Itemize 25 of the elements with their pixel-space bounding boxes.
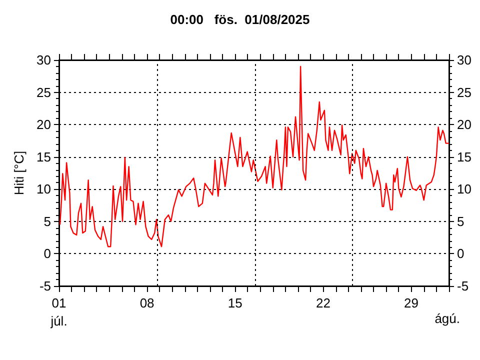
y-tick-label: 20 <box>36 117 51 132</box>
y-tick-label: -5 <box>39 278 51 294</box>
y-tick-label: 0 <box>44 246 51 262</box>
x-tick-label: 29 <box>404 296 418 310</box>
chart-title: 00:00 fös. 01/08/2025 <box>170 12 310 27</box>
x-tick-label: 08 <box>140 296 154 310</box>
y2-tick-label: 20 <box>457 117 472 132</box>
y-axis-title: Hiti [°C] <box>12 150 27 196</box>
y2-tick-label: 5 <box>457 214 464 229</box>
x-tick-label: 15 <box>228 296 242 310</box>
y2-tick-label: 10 <box>457 182 472 197</box>
y-tick-label: 25 <box>36 84 51 100</box>
y2-tick-label: 0 <box>457 246 464 262</box>
x-tick-label: 01 júl. <box>50 296 68 328</box>
y2-tick-label: 25 <box>457 84 472 100</box>
line-series <box>59 66 450 248</box>
y-tick-label: 30 <box>36 52 51 68</box>
y2-tick-label: 30 <box>457 52 472 68</box>
x-tick-label: 22 <box>316 296 330 310</box>
y-tick-label: 10 <box>36 182 51 197</box>
y2-tick-label: -5 <box>457 278 469 294</box>
y-tick-label: 5 <box>44 214 51 229</box>
text: ágú. <box>434 311 460 326</box>
y2-tick-label: 15 <box>457 149 472 164</box>
y-tick-label: 15 <box>36 149 51 164</box>
